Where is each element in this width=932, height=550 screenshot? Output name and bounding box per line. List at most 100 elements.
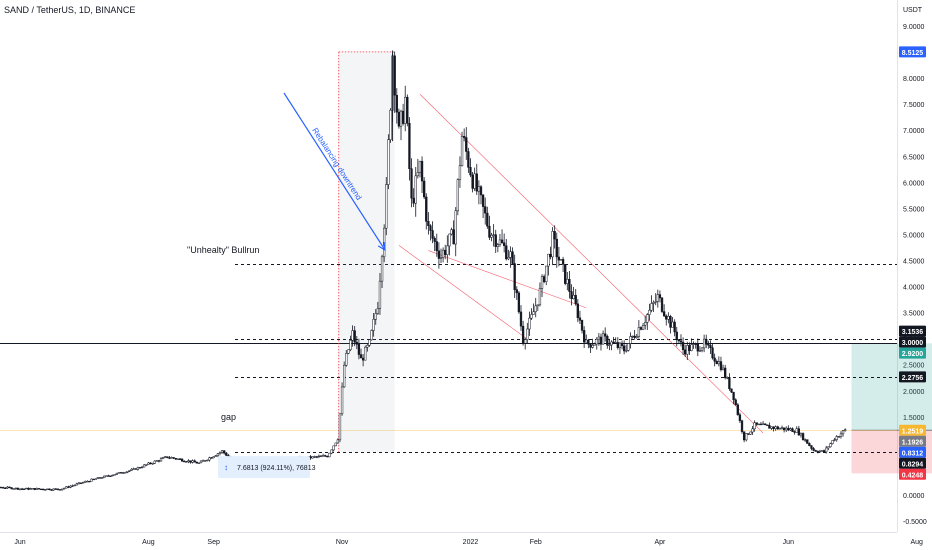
candle-body — [717, 361, 721, 365]
candle-body — [698, 350, 702, 352]
candle-body — [140, 466, 144, 469]
candle-body — [450, 229, 453, 235]
price-badge — [899, 457, 926, 469]
candle-body — [660, 297, 664, 312]
candle-body — [795, 428, 798, 433]
candle-body — [145, 464, 148, 466]
candle-body — [401, 110, 405, 124]
candle-body — [749, 431, 752, 435]
candle-body — [576, 303, 579, 319]
candle-body — [317, 455, 321, 458]
price-badge — [899, 424, 926, 436]
candle-body — [545, 265, 548, 282]
candle-body — [707, 344, 710, 346]
candle-body — [641, 325, 645, 330]
candle-body — [829, 443, 832, 448]
candle-body — [690, 344, 693, 351]
candle-body — [747, 433, 750, 435]
candle-body — [340, 386, 344, 415]
candle-body — [130, 469, 133, 471]
candle-body — [368, 339, 371, 346]
candle-body — [336, 439, 340, 444]
candle-body — [454, 210, 457, 245]
candle-body — [439, 257, 443, 259]
candle-body — [90, 478, 93, 482]
candle-body — [808, 443, 811, 446]
candle-body — [696, 343, 699, 352]
candle-body — [526, 328, 529, 340]
measure-area — [338, 51, 395, 453]
x-tick-label: Sep — [207, 539, 220, 546]
channel-lower-line — [398, 245, 528, 340]
candle-body — [44, 489, 47, 491]
candle-body — [31, 488, 34, 490]
candle-body — [629, 336, 632, 344]
price-badge-label: 3.0000 — [902, 340, 924, 347]
candle-body — [841, 430, 845, 435]
candle-body — [423, 180, 426, 198]
candle-body — [486, 212, 489, 227]
candle-body — [570, 291, 573, 299]
candle-body — [73, 484, 76, 487]
candle-body — [484, 206, 487, 214]
candle-body — [542, 276, 546, 282]
candle-body — [111, 474, 114, 477]
candle-body — [225, 452, 228, 456]
candle-body — [578, 317, 582, 321]
candle-body — [10, 487, 13, 490]
x-tick-label: Aug — [142, 539, 155, 546]
candle-body — [23, 488, 26, 490]
candle-body — [692, 343, 695, 345]
candle-body — [471, 174, 474, 189]
candle-body — [115, 472, 118, 475]
candle-body — [311, 456, 314, 459]
candle-body — [656, 294, 659, 302]
candle-body — [37, 488, 41, 490]
price-badge-label: 1.1926 — [902, 439, 924, 446]
y-tick-label: 7.5000 — [903, 102, 925, 109]
candle-body — [334, 442, 337, 447]
candle-body — [702, 338, 706, 349]
candle-body — [540, 276, 544, 289]
candle-body — [174, 458, 177, 460]
candle-body — [46, 488, 49, 490]
candle-body — [113, 474, 116, 476]
candle-body — [530, 314, 533, 319]
candle-body — [332, 445, 335, 451]
candle-body — [326, 455, 329, 458]
candle-body — [18, 488, 22, 490]
candle-body — [351, 330, 354, 341]
candle-body — [218, 452, 222, 454]
candle-body — [804, 439, 807, 441]
candle-body — [509, 251, 512, 258]
candle-body — [343, 364, 346, 388]
candle-body — [136, 467, 140, 470]
candle-body — [4, 487, 7, 489]
candle-body — [149, 462, 152, 464]
candle-body — [27, 487, 30, 490]
candle-body — [822, 450, 826, 453]
candle-body — [585, 339, 588, 343]
candle-body — [844, 429, 847, 431]
candle-body — [16, 487, 20, 490]
candle-body — [212, 456, 215, 459]
candle-body — [328, 452, 331, 458]
downtrend-arrow-head — [377, 241, 386, 252]
candle-body — [768, 425, 771, 429]
candle-body — [810, 445, 813, 449]
candle-body — [463, 135, 466, 138]
candle-body — [785, 427, 788, 431]
channel-mid-line — [428, 250, 587, 309]
candle-body — [216, 453, 220, 456]
candle-body — [143, 464, 146, 468]
candle-body — [63, 487, 66, 490]
candle-body — [12, 488, 15, 490]
candle-body — [793, 431, 796, 433]
candle-body — [662, 311, 666, 317]
candle-body — [601, 333, 605, 345]
candle-body — [806, 439, 809, 444]
candle-body — [8, 486, 11, 489]
candle-body — [833, 439, 836, 441]
y-tick-label: 2.5000 — [903, 363, 925, 370]
